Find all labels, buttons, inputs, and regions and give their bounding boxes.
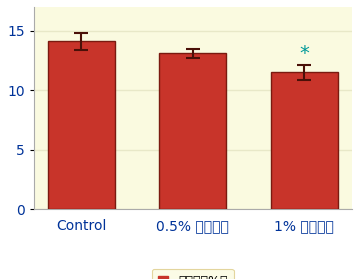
Text: *: * (299, 44, 309, 63)
Bar (48, 42, 115, 209)
Bar (159, 53, 226, 209)
Legend: 体脂肪（%）: 体脂肪（%） (152, 268, 234, 279)
Bar (271, 72, 337, 209)
